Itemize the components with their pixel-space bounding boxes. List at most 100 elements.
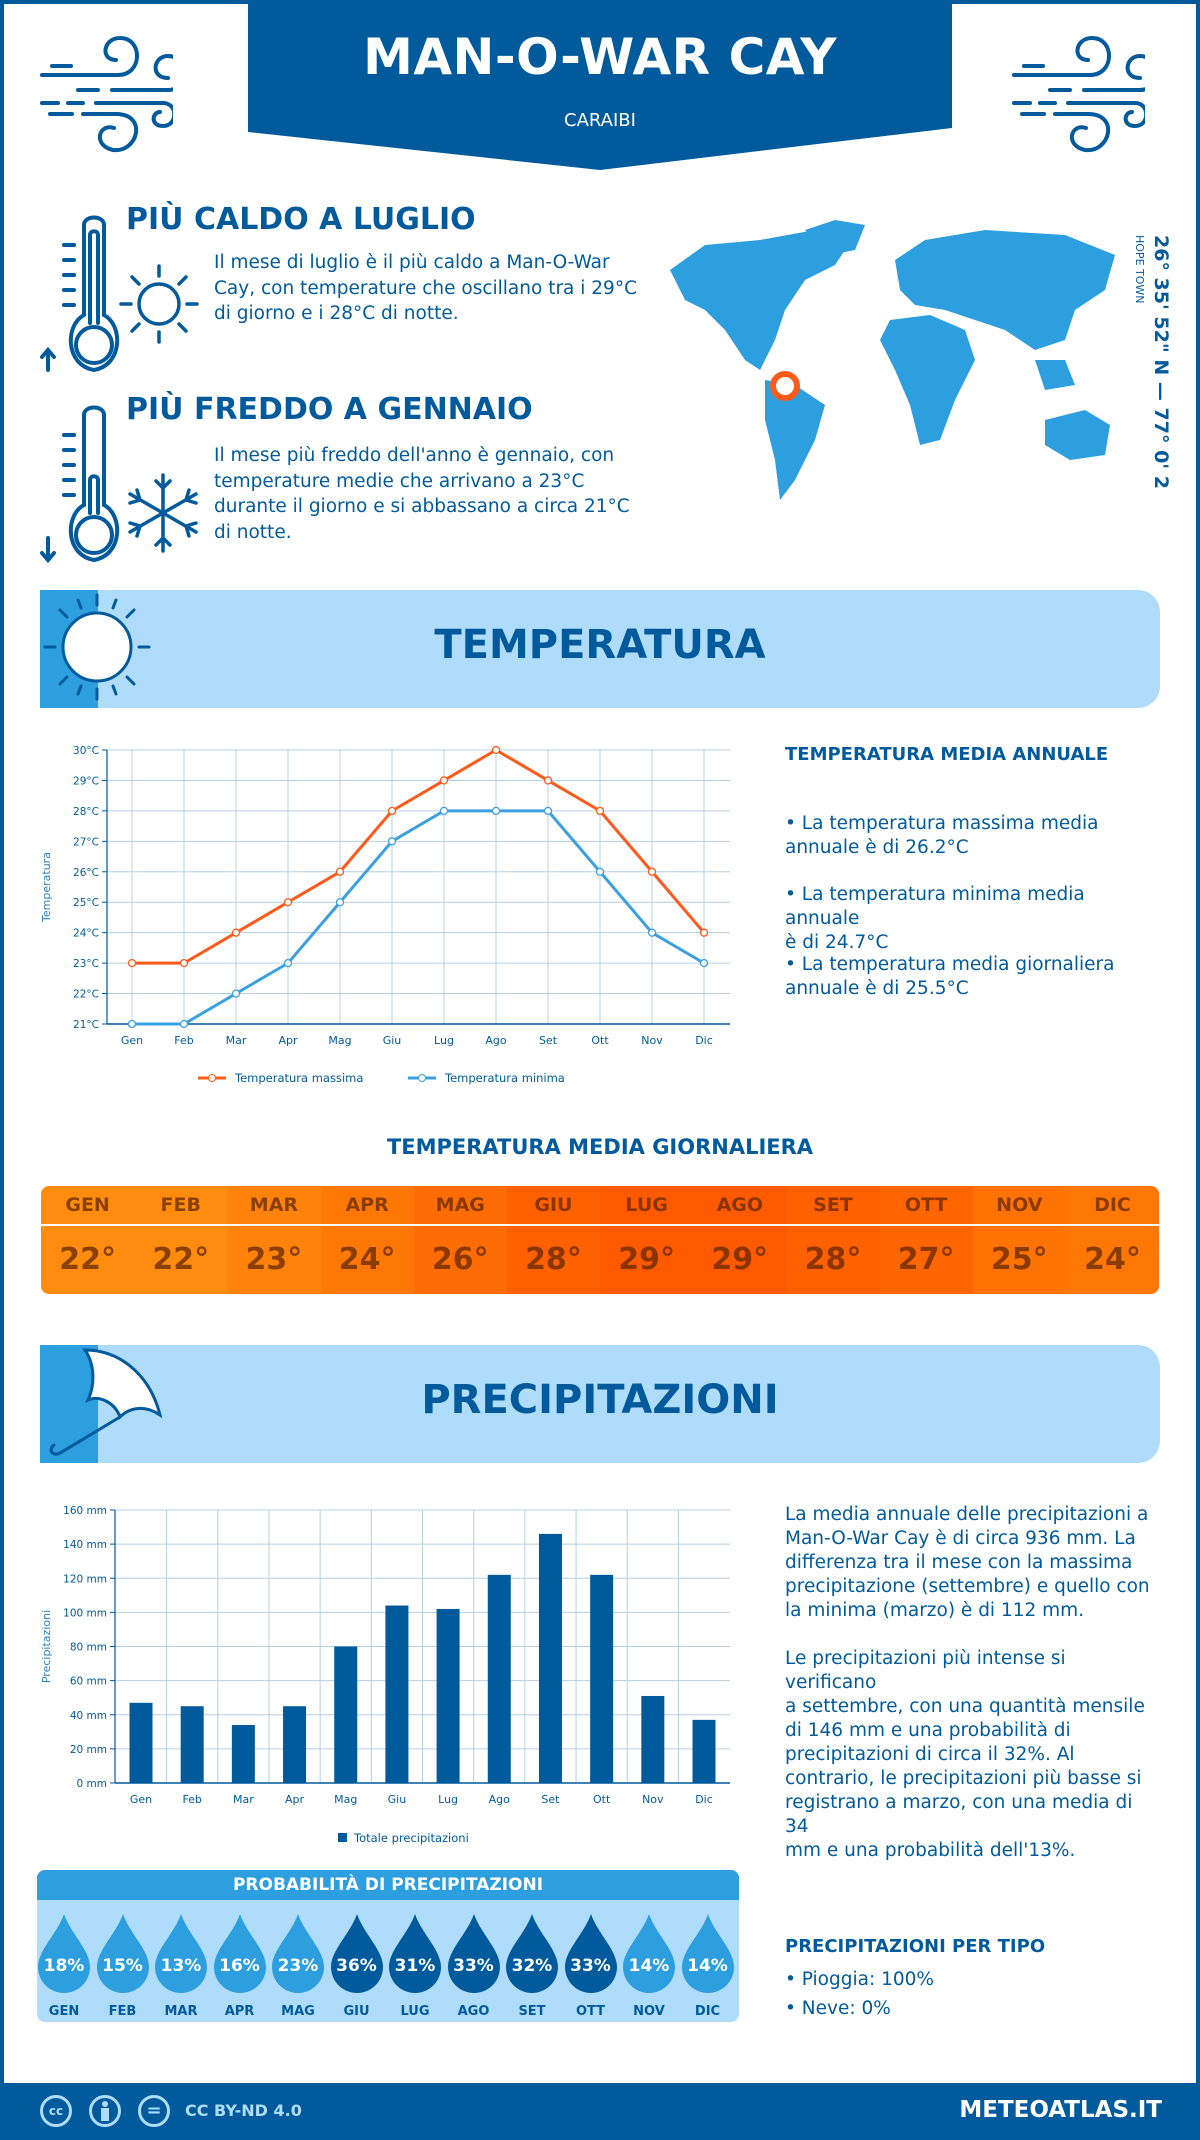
y-tick-label: 24°C [73,928,99,940]
daily-month: SET [813,1194,853,1216]
header-banner [248,0,952,170]
region-subtitle: CARAIBI [564,110,636,131]
probability-month: APR [224,2004,255,2019]
x-tick-label: Giu [383,1034,402,1047]
x-tick-label: Mag [328,1034,351,1047]
daily-month: GIU [534,1194,573,1216]
umbrella-rain-icon [49,1348,163,1456]
daily-temp-title: TEMPERATURA MEDIA GIORNALIERA [386,1135,814,1159]
daily-cell: DIC 24° [1065,1186,1159,1294]
annual-bullet: • La temperatura minima media annuale è d… [785,883,1155,955]
coldest-line: di notte. [214,521,292,543]
probability-month: MAG [281,2004,315,2019]
data-point [127,1019,137,1029]
x-tick-label: Mar [226,1034,247,1047]
y-tick-label: 29°C [73,775,99,787]
probability-month: SET [518,2004,546,2019]
wind-icon-right [1012,35,1145,153]
daily-value: 25° [990,1242,1048,1277]
raindrop-icon [389,1914,441,1993]
probability-drop: 15% FEB [96,1914,149,2019]
daily-month: MAR [249,1194,299,1216]
x-tick-label: Gen [130,1793,152,1806]
probability-value: 36% [336,1956,377,1976]
precip-bar [129,1702,153,1783]
precip-paragraph-2: Le precipitazioni più intense si verific… [785,1647,1155,1863]
no-derivatives-icon: = [138,2095,170,2127]
precip-bar [487,1574,511,1783]
data-point [439,806,449,816]
annual-temp-title: TEMPERATURA MEDIA ANNUALE [785,744,1109,765]
precip-bar [180,1706,204,1783]
raindrop-icon [38,1914,90,1993]
raindrop-icon [623,1914,675,1993]
probability-value: 33% [453,1956,494,1976]
probability-month: OTT [575,2004,606,2019]
raindrop-icon [155,1914,207,1993]
data-point [231,989,241,998]
raindrop-icon [213,1914,266,1993]
y-tick-label: 27°C [73,836,99,848]
thermometer-up-icon [40,215,120,373]
probability-month: LUG [400,2004,430,2019]
cc-icon: cc [40,2095,72,2127]
probability-value: 13% [160,1956,202,1976]
coldest-line: durante il giorno e si abbassano a circa… [214,496,630,517]
y-tick-label: 28°C [73,806,99,818]
page-title: MAN-O-WAR CAY [363,28,837,86]
data-point [543,806,553,816]
y-tick-label: 23°C [73,958,99,970]
legend-label: Totale precipitazioni [353,1831,469,1845]
x-tick-label: Ago [489,1793,511,1806]
daily-month: MAG [435,1194,485,1216]
data-point [647,867,657,876]
probability-drop: 32% SET [506,1914,558,2019]
sun-icon [119,264,199,344]
probability-drop: 23% MAG [272,1914,324,2019]
daily-cell: AGO 29° [693,1186,787,1294]
x-tick-label: Lug [434,1034,454,1047]
y-axis-label: Temperatura [40,852,53,923]
coordinates: 26° 35' 52" N — 77° 0' 21" W HOPE TOWN [1133,235,1172,490]
annual-bullet: • La temperatura massima media annuale è … [785,812,1155,860]
x-tick-label: Apr [285,1793,305,1806]
data-point [699,928,709,937]
x-tick-label: Set [539,1034,558,1047]
temperature-banner: TEMPERATURA [40,590,1160,708]
text-line: precipitazione (settembre) e quello con [785,1576,1150,1597]
raindrop-icon [272,1914,324,1993]
daily-cell: NOV 25° [972,1186,1066,1294]
divider [41,1224,1159,1226]
text-line: la minima (marzo) è di 112 mm. [785,1600,1085,1621]
x-tick-label: Dic [695,1793,713,1806]
legend-label: Temperatura massima [234,1071,363,1085]
daily-month: GEN [65,1194,110,1216]
text-line: registrano a marzo, con una media di 34 [785,1792,1133,1837]
daily-month: APR [345,1194,389,1216]
daily-value: 23° [245,1242,303,1277]
y-tick-label: 30°C [73,745,99,757]
brand-link[interactable]: METEOATLAS.IT [959,2097,1162,2123]
probability-title: PROBABILITÀ DI PRECIPITAZIONI [37,1870,739,1900]
daily-value: 22° [59,1242,116,1277]
probability-month: NOV [633,2004,665,2019]
daily-value: 27° [897,1242,955,1277]
coordinates-text: 26° 35' 52" N — 77° 0' 21" W [1150,235,1172,490]
bullet-line: • La temperatura massima media [785,813,1099,834]
precip-bar [538,1533,562,1783]
data-point [595,867,605,876]
y-tick-label: 80 mm [70,1642,107,1654]
probability-month: AGO [457,2004,490,2019]
license-text: CC BY-ND 4.0 [185,2101,302,2120]
daily-month: AGO [716,1194,764,1216]
y-tick-label: 20 mm [70,1744,107,1756]
daily-cell: OTT 27° [879,1186,973,1294]
x-tick-label: Lug [438,1793,458,1806]
daily-value: 29° [618,1242,675,1277]
data-point [647,928,657,937]
y-tick-label: 21°C [73,1019,99,1031]
daily-value: 22° [152,1242,210,1277]
daily-cell: MAR 23° [227,1186,321,1294]
probability-drop: 14% NOV [623,1914,675,2019]
y-tick-label: 40 mm [70,1710,107,1722]
